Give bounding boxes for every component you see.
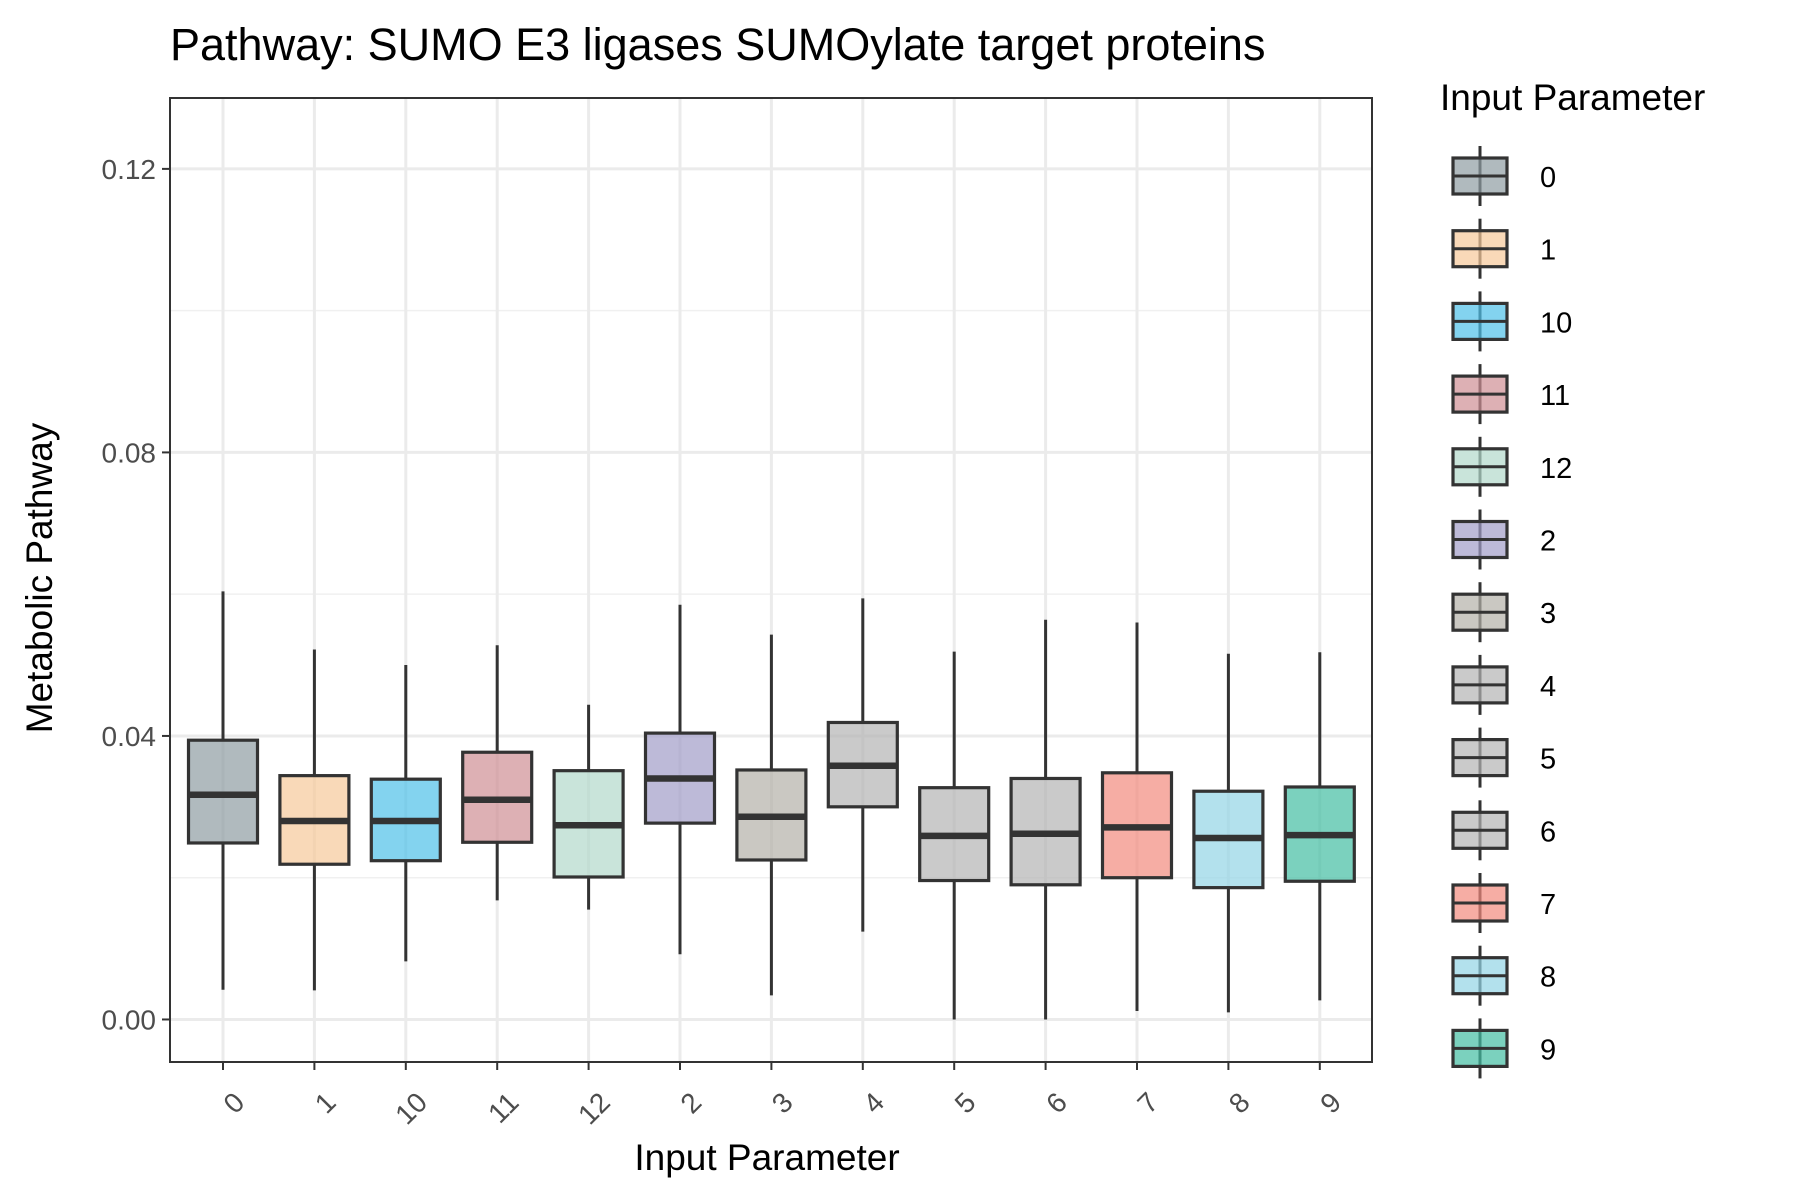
legend-item-3: 3 — [1451, 582, 1556, 643]
box-12 — [552, 704, 625, 910]
legend-label: 7 — [1540, 889, 1556, 921]
box-6 — [1009, 619, 1082, 1020]
box-2 — [643, 604, 717, 955]
legend-item-11: 11 — [1451, 364, 1570, 425]
box-10 — [369, 665, 442, 962]
box-series — [186, 591, 1356, 1020]
legend-item-2: 2 — [1451, 509, 1556, 570]
legend-item-12: 12 — [1451, 436, 1572, 497]
box-9 — [1283, 652, 1356, 1001]
y-axis: 0.00 0.04 0.08 0.12 — [102, 154, 170, 1035]
y-tick-label: 0.08 — [102, 437, 157, 468]
legend-label: 1 — [1540, 235, 1556, 267]
y-axis-title: Metabolic Pathway — [19, 422, 60, 733]
legend-label: 9 — [1540, 1034, 1556, 1066]
x-axis-title: Input Parameter — [634, 1137, 899, 1178]
box-3 — [735, 634, 808, 996]
legend-item-6: 6 — [1451, 800, 1556, 861]
box-0 — [186, 591, 260, 990]
legend-label: 11 — [1540, 380, 1570, 412]
legend-label: 2 — [1540, 526, 1556, 558]
legend-item-4: 4 — [1451, 654, 1556, 715]
box-5 — [918, 651, 991, 1020]
legend-label: 8 — [1540, 962, 1556, 994]
box-11 — [461, 645, 534, 901]
legend-title: Input Parameter — [1440, 77, 1705, 118]
legend-label: 3 — [1540, 598, 1556, 630]
legend-item-8: 8 — [1451, 945, 1556, 1006]
box-7 — [1100, 622, 1174, 1011]
legend-item-0: 0 — [1451, 146, 1556, 206]
legend-label: 12 — [1540, 453, 1572, 485]
legend-item-10: 10 — [1451, 291, 1572, 352]
legend: 0 1 10 11 12 2 3 4 5 6 7 8 9 — [1451, 146, 1572, 1079]
legend-label: 6 — [1540, 816, 1556, 848]
legend-item-7: 7 — [1451, 873, 1556, 933]
y-tick-label: 0.04 — [102, 721, 157, 752]
y-tick-label: 0.00 — [102, 1004, 157, 1035]
legend-item-1: 1 — [1451, 218, 1556, 279]
legend-item-5: 5 — [1451, 727, 1556, 788]
y-tick-label: 0.12 — [102, 154, 157, 185]
box-4 — [826, 598, 899, 932]
legend-item-9: 9 — [1451, 1018, 1556, 1079]
box-8 — [1192, 653, 1265, 1013]
legend-label: 10 — [1540, 307, 1572, 339]
legend-label: 5 — [1540, 744, 1556, 776]
legend-label: 4 — [1540, 671, 1556, 703]
legend-label: 0 — [1540, 162, 1556, 194]
chart-title: Pathway: SUMO E3 ligases SUMOylate targe… — [170, 19, 1265, 70]
box-1 — [278, 649, 351, 991]
